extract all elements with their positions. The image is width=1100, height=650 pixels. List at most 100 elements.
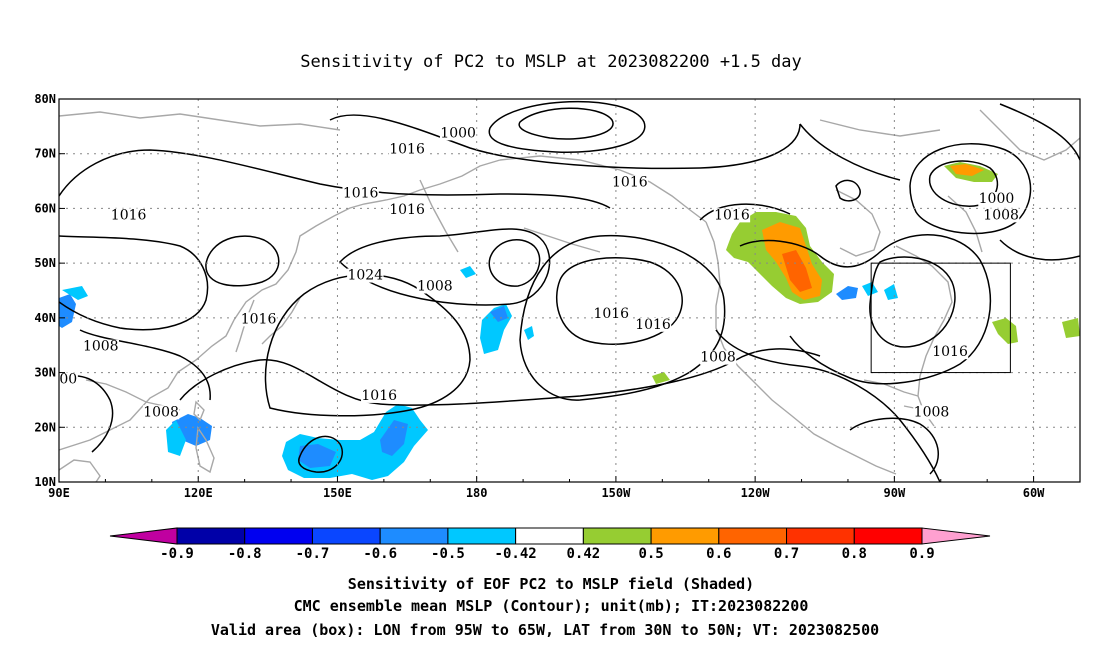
colorbar-label: -0.7 — [296, 546, 330, 562]
contour-label-bg — [388, 142, 426, 157]
coast-kamchatka — [419, 179, 459, 253]
coast-arctic-islands — [819, 119, 941, 137]
coast-taiwan — [193, 400, 205, 422]
coast-philippines — [195, 425, 215, 474]
colorbar-label: -0.8 — [228, 546, 262, 562]
x-tick-label: 90E — [48, 486, 70, 500]
coast-se-asia — [59, 459, 101, 482]
footer-line-1: Sensitivity of EOF PC2 to MSLP field (Sh… — [348, 575, 754, 593]
y-tick-label: 30N — [34, 366, 56, 380]
shade-negative-west-edge-light — [62, 286, 88, 300]
contour-label-bg — [342, 186, 379, 201]
contour-label-bg — [240, 312, 277, 327]
contour-1016-arctic — [329, 114, 801, 170]
contour-1016-west-edge — [59, 235, 209, 331]
contour-1024-high — [556, 257, 683, 345]
colorbar-triangle-low — [109, 527, 178, 545]
colorbar-label: -0.42 — [495, 546, 537, 562]
contour-1000-low — [518, 107, 614, 140]
coast-siberia-north — [59, 111, 341, 131]
contour-label: 1016 — [612, 175, 648, 191]
x-tick-label: 90W — [884, 486, 906, 500]
contour-label: 1016 — [241, 311, 277, 327]
x-tick-label: 120E — [184, 486, 213, 500]
contour-label-bg — [58, 372, 78, 387]
contour-label-bg — [611, 175, 649, 190]
y-tick-label: 50N — [34, 256, 56, 270]
contour-label-bg — [361, 388, 398, 403]
coast-aleutians — [523, 227, 601, 253]
contour-label: 1016 — [111, 207, 147, 223]
colorbar-label: -0.9 — [160, 546, 194, 562]
footer-line-2: CMC ensemble mean MSLP (Contour); unit(m… — [294, 597, 809, 615]
contour-1008-arctic — [488, 100, 646, 153]
sensitivity-shading — [59, 162, 1080, 480]
shade-positive-atlantic-east — [1062, 318, 1080, 338]
shade-positive-labrador-core — [950, 164, 984, 176]
contour-label: 1016 — [389, 202, 425, 218]
contour-label: 1008 — [700, 350, 736, 366]
coast-labrador — [947, 195, 983, 253]
contour-label-bg — [142, 405, 180, 420]
shade-negative-great-lakes-light — [862, 282, 878, 296]
contour-label: 1016 — [389, 142, 425, 158]
contour-label: 1016 — [361, 388, 397, 404]
shade-negative-central-pacific-core2 — [380, 420, 408, 456]
shade-negative-central-pacific-core — [298, 444, 336, 468]
colorbar-bin — [176, 527, 246, 545]
colorbar-bin — [447, 527, 517, 545]
contour-label-bg — [593, 306, 630, 321]
contour-label: 1008 — [417, 279, 453, 295]
shade-negative-philippines-light — [166, 420, 186, 456]
graticule — [59, 99, 1080, 482]
footer-line-3: Valid area (box): LON from 95W to 65W, L… — [211, 621, 879, 639]
contour-label-bg — [347, 268, 384, 283]
colorbar: -0.9 -0.8 -0.7 -0.6 -0.5 -0.42 0.42 0.5 0.6 0.7 0.… — [109, 527, 991, 562]
coast-japan — [261, 297, 301, 345]
contour-label-bg — [82, 339, 119, 354]
shade-negative-great-lakes — [836, 286, 858, 300]
contour-1008-low-dateline — [488, 239, 541, 287]
contour-label-bg — [416, 279, 454, 294]
shade-positive-gulf — [652, 372, 670, 384]
contour-label-bg — [978, 191, 1015, 206]
shade-negative-dateline-small — [460, 266, 476, 278]
contour-1008-low-dateline-outer — [338, 228, 551, 306]
contour-1016-small-low — [835, 179, 861, 202]
colorbar-triangle-high — [921, 527, 991, 545]
colorbar-label: 0.7 — [774, 546, 799, 562]
contour-1000-labrador — [928, 160, 999, 207]
contour-label: 1000 — [440, 125, 476, 141]
colorbar-label: -0.5 — [431, 546, 465, 562]
contour-label: 1024 — [347, 268, 383, 284]
contour-label-bg — [931, 345, 969, 360]
colorbar-label: 0.42 — [567, 546, 601, 562]
contour-label-bg — [982, 208, 1020, 223]
contour-label-bg — [439, 126, 477, 141]
contour-label: 1016 — [932, 344, 968, 360]
contour-1016-n-america-north — [799, 123, 901, 181]
contour-1016-na — [739, 234, 992, 385]
shade-negative-dateline-small2 — [524, 326, 534, 340]
contour-1016-high — [519, 234, 726, 401]
coast-na-east — [895, 245, 953, 427]
colorbar-bin — [786, 527, 855, 545]
contour-label: 1016 — [343, 185, 379, 201]
y-tick-label: 20N — [34, 420, 56, 434]
valid-area-box — [870, 262, 1011, 374]
colorbar-bin — [650, 527, 720, 545]
contour-1008-na-sw — [715, 329, 941, 482]
plot-title: Sensitivity of PC2 to MSLP at 2023082200… — [300, 52, 802, 72]
colorbar-bin — [311, 527, 381, 545]
coast-asia-east — [59, 159, 501, 451]
shade-positive-north-america-dark — [782, 250, 812, 292]
x-tick-label: 60W — [1023, 486, 1045, 500]
shade-negative-west-edge — [59, 294, 76, 328]
y-tick-label: 70N — [34, 147, 56, 161]
contour-label: 1008 — [914, 404, 950, 420]
x-tick-label: 120W — [741, 486, 771, 500]
coast-korea — [235, 299, 255, 353]
colorbar-label: 0.5 — [638, 546, 663, 562]
